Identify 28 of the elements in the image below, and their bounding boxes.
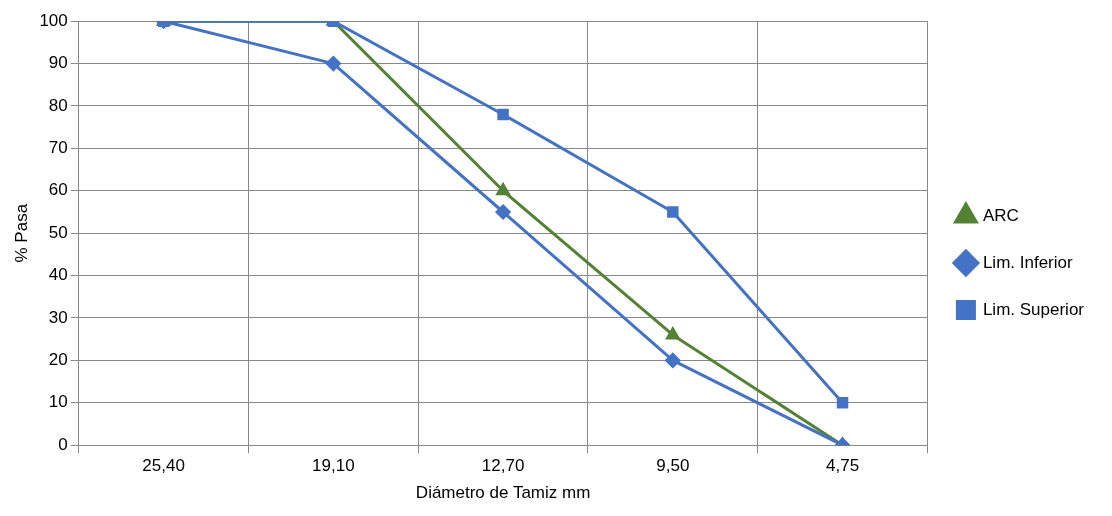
y-tick-label: 80 [48, 95, 68, 115]
y-tick-label: 90 [48, 53, 68, 73]
y-axis-title: % Pasa [11, 203, 31, 263]
x-axis-title: Diámetro de Tamiz mm [415, 483, 591, 503]
legend-label: ARC [982, 205, 1019, 225]
legend-label: Lim. Superior [982, 299, 1085, 319]
x-tick-label: 12,70 [481, 456, 525, 476]
point [496, 183, 510, 196]
point [497, 108, 509, 121]
legend-label: Lim. Inferior [982, 252, 1073, 272]
point [667, 206, 679, 218]
x-tick-label: 4,75 [825, 456, 860, 476]
y-tick-label: 50 [48, 222, 68, 242]
y-tick-label: 40 [48, 265, 68, 285]
x-tick-label: 9,50 [656, 456, 690, 476]
point [495, 204, 511, 220]
point [665, 352, 681, 368]
y-tick-label: 20 [48, 350, 68, 370]
y-tick-label: 10 [48, 392, 68, 412]
y-tick-label: 60 [48, 180, 68, 200]
x-tick-label: 19,10 [312, 456, 355, 476]
y-tick-label: 70 [48, 138, 68, 158]
y-tick-label: 100 [39, 10, 68, 30]
y-tick-label: 0 [58, 434, 68, 454]
point [666, 327, 680, 340]
point [325, 56, 341, 72]
x-tick-label: 25,40 [142, 456, 185, 476]
y-tick-label: 30 [48, 307, 68, 327]
